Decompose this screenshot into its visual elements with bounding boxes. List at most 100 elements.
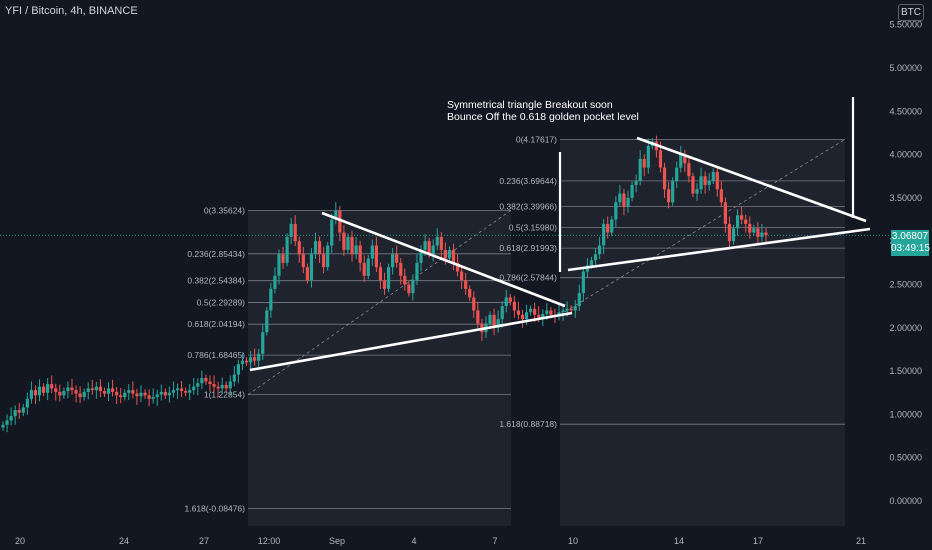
candle-body (297, 241, 301, 255)
candle-body (273, 275, 277, 289)
candle (102, 387, 107, 398)
candle-body (167, 392, 171, 396)
candle-body (58, 391, 62, 396)
candle-body (322, 254, 326, 268)
candle-body (54, 388, 58, 392)
price-axis-tick: 1.50000 (889, 366, 922, 376)
candle-body (370, 245, 374, 259)
candle (715, 165, 719, 197)
candle (289, 217, 293, 245)
candle (472, 291, 476, 318)
candle-body (192, 386, 196, 391)
candle-body (435, 236, 439, 246)
candle (13, 405, 17, 425)
candle (557, 303, 561, 321)
candle (196, 378, 200, 396)
candle (748, 216, 752, 239)
candle (212, 375, 216, 392)
candle-body (151, 397, 155, 399)
candle-body (423, 241, 427, 250)
candle-body (346, 236, 350, 250)
candle (464, 272, 468, 295)
fib-right-level-label: 0.382(3.39966) (499, 202, 557, 212)
candle-body (90, 388, 94, 391)
candle (671, 177, 675, 206)
candle (261, 324, 265, 360)
candle (192, 378, 196, 395)
candle-body (626, 197, 630, 207)
candle (317, 236, 322, 263)
candle-body (508, 297, 512, 302)
candle-body (46, 384, 50, 393)
candle-body (147, 395, 151, 399)
time-axis-tick: 7 (492, 536, 497, 546)
candle (17, 402, 21, 419)
candle-body (472, 297, 476, 311)
candle (675, 161, 679, 188)
time-axis-tick: 12:00 (258, 536, 281, 546)
price-axis-tick: 2.50000 (889, 280, 922, 290)
candle-body (455, 262, 460, 272)
candle-body (419, 249, 423, 263)
candle (683, 149, 687, 172)
fib-right-level-label: 0(4.17617) (516, 134, 557, 144)
candle-body (94, 386, 98, 391)
candle (666, 181, 671, 209)
candle (492, 308, 496, 336)
candle-body (50, 384, 54, 389)
annotation-line-2: Bounce Off the 0.618 golden pocket level (447, 111, 639, 123)
fib-right-level-label: 0.236(3.69644) (499, 176, 557, 186)
candle (723, 197, 728, 233)
candle (155, 389, 159, 406)
candle (679, 145, 683, 173)
candle (220, 377, 224, 395)
candle-body (488, 314, 492, 324)
candle-body (244, 360, 249, 363)
candle-body (350, 236, 354, 255)
candle-body (281, 254, 285, 263)
time-axis-tick: 14 (674, 536, 684, 546)
candle (500, 301, 504, 328)
candle-body (610, 219, 614, 233)
candle (159, 384, 163, 401)
candle-body (1, 424, 5, 428)
candle (330, 213, 334, 253)
candle (25, 392, 29, 415)
candle-body (634, 180, 638, 185)
fib-right-trend-guide (559, 139, 846, 316)
candle-body (391, 254, 395, 268)
symbol-title[interactable]: YFI / Bitcoin, 4h, BINANCE (5, 5, 138, 17)
currency-button[interactable]: BTC (898, 4, 924, 21)
candle-body (13, 410, 17, 417)
candle (630, 181, 634, 202)
candle-body (703, 176, 707, 185)
candle-body (740, 215, 744, 220)
candle (216, 381, 220, 398)
candle (403, 268, 407, 291)
candle-body (338, 210, 342, 233)
fib-retracement-zones (248, 139, 845, 526)
candle-body (326, 245, 330, 268)
candle-body (764, 232, 768, 236)
candle-body (748, 223, 752, 233)
candle (131, 381, 135, 399)
candle (50, 375, 54, 394)
candle (90, 379, 94, 395)
candle (285, 233, 289, 267)
candle (764, 227, 768, 244)
fib-right-level-label: 0.618(2.91993) (499, 243, 557, 253)
candle (228, 375, 232, 396)
candle-body (98, 386, 103, 392)
candle-body (70, 387, 74, 391)
candle (301, 246, 305, 274)
candle-body (317, 241, 322, 255)
candle-body (671, 180, 675, 203)
candle-body (618, 193, 622, 203)
candle-body (756, 228, 760, 237)
candle-body (468, 288, 472, 298)
candle-body (184, 391, 188, 393)
candle-body (577, 293, 581, 307)
candle (516, 301, 521, 320)
candle-body (232, 374, 236, 382)
